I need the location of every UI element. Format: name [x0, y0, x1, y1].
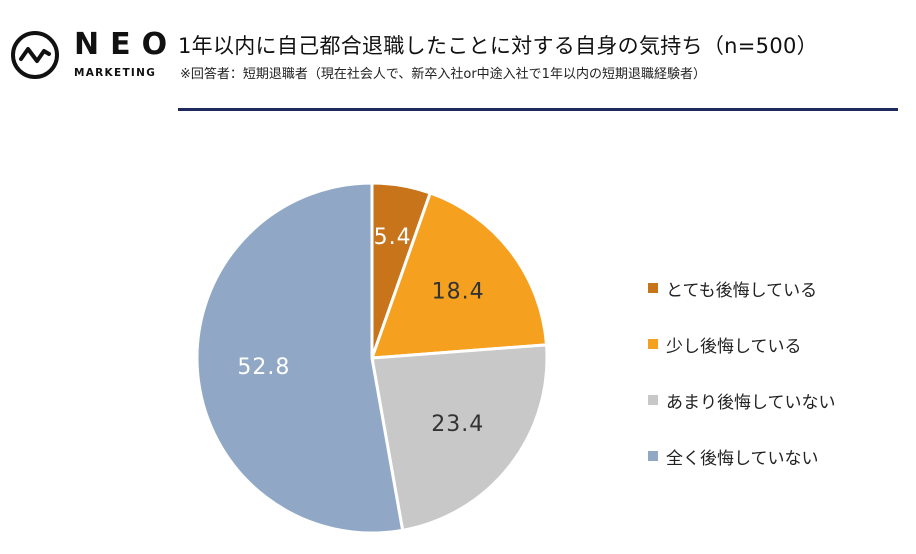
pie-data-label: 52.8 [237, 355, 290, 380]
legend-swatch [648, 395, 658, 405]
chart-title: 1年以内に自己都合退職したことに対する自身の気持ち（n=500） [178, 34, 818, 58]
chart-legend: とても後悔している 少し後悔している あまり後悔していない 全く後悔していない [648, 260, 836, 484]
logo-icon [11, 31, 59, 79]
legend-item: 全く後悔していない [648, 428, 836, 484]
legend-swatch [648, 283, 658, 293]
pie-data-label: 18.4 [432, 280, 485, 305]
legend-label: 全く後悔していない [666, 448, 819, 469]
pie-data-label: 5.4 [374, 225, 412, 250]
legend-item: 少し後悔している [648, 316, 836, 372]
pie-slice [370, 191, 549, 360]
pie-data-label: 23.4 [431, 412, 484, 437]
legend-label: 少し後悔している [666, 336, 802, 357]
legend-item: あまり後悔していない [648, 372, 836, 428]
legend-swatch [648, 339, 658, 349]
logo-wordmark: NEO [74, 27, 179, 62]
legend-swatch [648, 451, 658, 461]
logo-subtext: MARKETING [74, 67, 157, 79]
legend-label: あまり後悔していない [666, 392, 836, 413]
header-divider [178, 108, 898, 111]
chart-subtitle: ※回答者：短期退職者（現在社会人で、新卒入社or中途入社で1年以内の短期退職経験… [180, 67, 706, 82]
pie-slice [195, 181, 405, 535]
legend-item: とても後悔している [648, 260, 836, 316]
pie-slice [370, 343, 549, 532]
legend-label: とても後悔している [666, 280, 818, 301]
